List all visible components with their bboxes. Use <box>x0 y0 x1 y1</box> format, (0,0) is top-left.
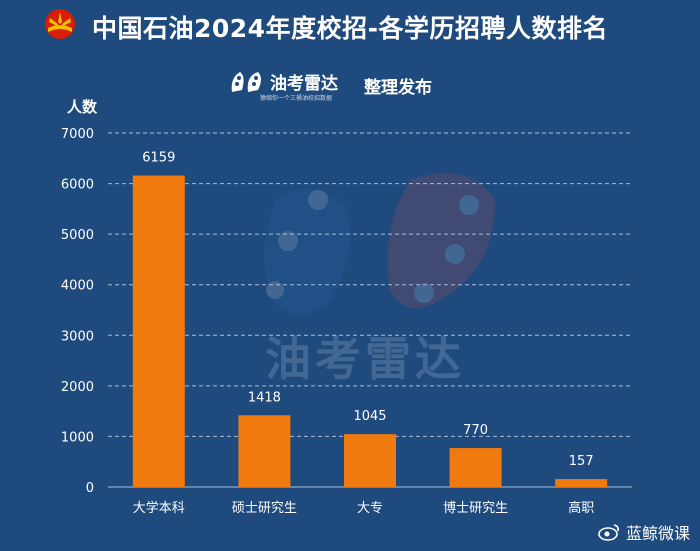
y-tick-label: 1000 <box>61 430 94 445</box>
x-tick-label: 硕士研究生 <box>232 501 297 516</box>
y-tick-label: 2000 <box>61 380 94 395</box>
petrochina-logo-icon <box>45 9 75 39</box>
weibo-icon <box>598 524 619 541</box>
bar-3 <box>449 448 502 487</box>
y-tick-label: 7000 <box>61 127 94 142</box>
publisher-note: 整理发布 <box>364 78 432 98</box>
chart-gridlines <box>108 132 632 488</box>
data-label: 1418 <box>248 390 281 405</box>
x-axis-ticks: 大学本科 硕士研究生 大专 博士研究生 高职 <box>133 500 594 516</box>
bar-4 <box>555 479 608 487</box>
publisher-brand: 油考雷达 <box>270 74 338 94</box>
y-tick-label: 6000 <box>61 178 94 193</box>
data-label: 1045 <box>353 409 386 424</box>
bar-2 <box>344 434 396 487</box>
y-tick-label: 0 <box>86 481 94 496</box>
bar-0 <box>132 175 185 487</box>
y-tick-label: 5000 <box>61 228 94 243</box>
data-label: 6159 <box>142 151 175 166</box>
footer-brand: 蓝鲸微课 <box>598 520 690 544</box>
x-tick-label: 博士研究生 <box>443 501 508 516</box>
watermark: 油考雷达 <box>264 173 495 386</box>
publisher-banner: 油考雷达 猿缩你一个三桶油校招数据 整理发布 <box>226 62 486 102</box>
publisher-slogan: 猿缩你一个三桶油校招数据 <box>260 95 333 102</box>
y-axis-ticks: 0 1000 2000 3000 4000 5000 6000 7000 <box>61 127 94 496</box>
data-labels: 6159 1418 1045 770 157 <box>142 151 593 470</box>
header: 中国石油2024年度校招-各学历招聘人数排名 <box>0 0 700 50</box>
bar-1 <box>238 415 291 487</box>
y-tick-label: 3000 <box>61 329 94 344</box>
oil-radar-logo-icon <box>231 72 261 92</box>
y-tick-label: 4000 <box>61 279 94 294</box>
data-label: 770 <box>463 423 488 438</box>
y-axis-label: 人数 <box>67 98 98 116</box>
watermark-text: 油考雷达 <box>265 332 465 386</box>
data-label: 157 <box>569 454 594 469</box>
x-tick-label: 大学本科 <box>133 500 185 516</box>
x-tick-label: 高职 <box>568 500 594 516</box>
footer-brand-text: 蓝鲸微课 <box>625 524 690 543</box>
x-tick-label: 大专 <box>357 501 383 516</box>
chart-bars <box>132 175 608 487</box>
page-title: 中国石油2024年度校招-各学历招聘人数排名 <box>92 14 608 43</box>
